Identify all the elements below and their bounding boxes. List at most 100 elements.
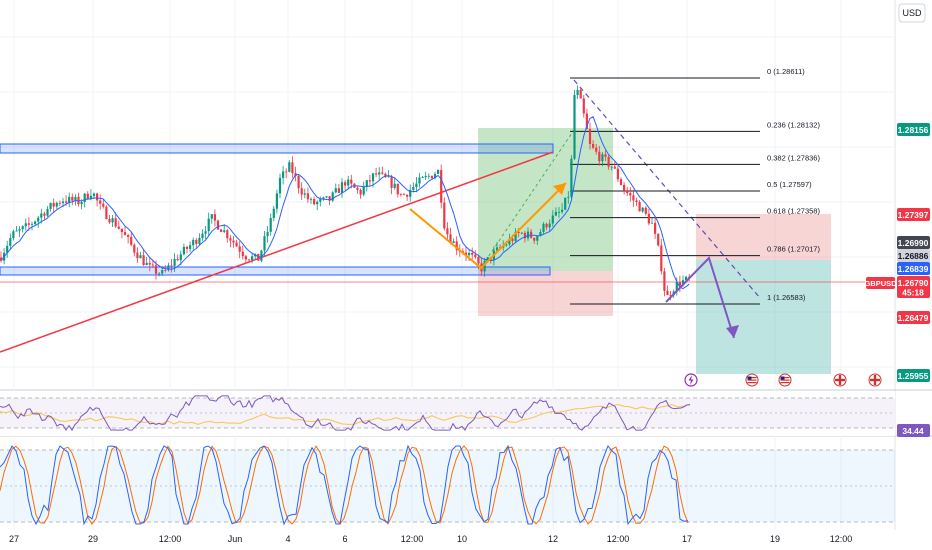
candle[interactable]	[412, 182, 415, 193]
candle[interactable]	[604, 150, 607, 162]
candle[interactable]	[285, 168, 288, 179]
candle[interactable]	[396, 183, 399, 198]
candle[interactable]	[554, 207, 557, 217]
fib-level[interactable]: 1 (1.26583)	[570, 293, 806, 305]
us-flag-icon[interactable]	[745, 373, 759, 387]
candle[interactable]	[207, 212, 210, 236]
candlesticks[interactable]	[0, 85, 691, 301]
candle[interactable]	[573, 89, 576, 161]
candle[interactable]	[52, 198, 55, 213]
candle[interactable]	[309, 197, 313, 204]
event-icons[interactable]	[684, 373, 882, 387]
candle[interactable]	[495, 241, 499, 252]
candle[interactable]	[185, 245, 189, 254]
candle[interactable]	[356, 186, 359, 194]
candle[interactable]	[238, 241, 241, 259]
candle[interactable]	[409, 184, 412, 202]
candle[interactable]	[340, 178, 344, 198]
red-trendline[interactable]	[0, 151, 554, 353]
candle[interactable]	[244, 254, 247, 264]
candle[interactable]	[176, 254, 179, 262]
candle[interactable]	[173, 253, 176, 273]
candle[interactable]	[424, 171, 427, 180]
candle[interactable]	[229, 235, 232, 248]
fib-level[interactable]: 0.382 (1.27836)	[570, 153, 820, 165]
candle[interactable]	[616, 164, 619, 183]
candle[interactable]	[334, 183, 337, 194]
candle[interactable]	[145, 256, 148, 266]
candle[interactable]	[291, 156, 294, 178]
candle[interactable]	[220, 228, 223, 233]
lightning-icon[interactable]	[684, 373, 698, 387]
dashed-trendline[interactable]	[573, 79, 761, 299]
candle[interactable]	[548, 219, 551, 232]
time-axis[interactable]: 27 29 12:00 Jun 4 6 12:00 10 12 12:00 17 19 12:00	[0, 531, 895, 550]
candle[interactable]	[142, 249, 145, 266]
candle[interactable]	[300, 182, 303, 200]
candle[interactable]	[192, 237, 195, 251]
candle[interactable]	[638, 200, 641, 212]
candle[interactable]	[635, 197, 638, 207]
candle[interactable]	[629, 187, 632, 202]
candle[interactable]	[108, 214, 111, 224]
fibonacci-retracement[interactable]: 0 (1.28611) 0.236 (1.28132) 0.382 (1.27836…	[570, 67, 820, 305]
candle[interactable]	[623, 182, 626, 195]
candle[interactable]	[204, 226, 207, 240]
candle[interactable]	[294, 166, 297, 182]
candle[interactable]	[86, 190, 89, 200]
candle[interactable]	[592, 140, 595, 150]
uk-flag-icon[interactable]	[833, 373, 847, 387]
candle[interactable]	[359, 188, 362, 199]
candle[interactable]	[114, 212, 117, 229]
candle[interactable]	[167, 262, 170, 272]
candle[interactable]	[83, 192, 86, 208]
rsi-pane[interactable]: 34.44	[0, 391, 930, 437]
candle[interactable]	[331, 191, 334, 203]
candle[interactable]	[297, 174, 300, 194]
candle[interactable]	[30, 221, 34, 231]
candle[interactable]	[446, 222, 449, 240]
candle[interactable]	[474, 250, 477, 259]
candle[interactable]	[34, 220, 37, 226]
candle[interactable]	[328, 196, 331, 206]
candle[interactable]	[520, 231, 523, 235]
candle[interactable]	[247, 258, 251, 262]
candle[interactable]	[210, 214, 213, 224]
candle[interactable]	[433, 171, 437, 180]
candle[interactable]	[133, 243, 136, 257]
candle[interactable]	[313, 196, 316, 206]
candle[interactable]	[213, 209, 216, 227]
fib-level[interactable]: 0 (1.28611)	[570, 67, 805, 79]
candle[interactable]	[303, 188, 306, 199]
uk-flag-icon[interactable]	[868, 373, 882, 387]
candle[interactable]	[523, 230, 526, 243]
fib-level[interactable]: 0.236 (1.28132)	[570, 120, 820, 132]
candle[interactable]	[437, 169, 440, 175]
candle[interactable]	[399, 193, 402, 197]
candle[interactable]	[378, 167, 381, 180]
candle[interactable]	[105, 205, 108, 220]
candle[interactable]	[464, 246, 468, 262]
candle[interactable]	[337, 184, 340, 193]
candle[interactable]	[74, 194, 77, 206]
candle[interactable]	[99, 194, 102, 210]
us-flag-icon[interactable]	[778, 373, 792, 387]
candle[interactable]	[610, 166, 613, 171]
candle[interactable]	[483, 258, 486, 277]
support-band[interactable]	[0, 266, 551, 276]
candle[interactable]	[15, 225, 18, 232]
candle[interactable]	[663, 267, 666, 297]
candle[interactable]	[443, 197, 446, 231]
candle[interactable]	[24, 218, 27, 231]
candle[interactable]	[644, 206, 647, 216]
candle[interactable]	[402, 192, 406, 196]
candle[interactable]	[381, 166, 384, 175]
candle[interactable]	[536, 235, 539, 245]
candle[interactable]	[68, 192, 71, 208]
candle[interactable]	[127, 233, 130, 244]
candle[interactable]	[46, 206, 49, 217]
candle[interactable]	[278, 173, 282, 199]
candle[interactable]	[43, 211, 46, 220]
candle[interactable]	[182, 243, 185, 256]
